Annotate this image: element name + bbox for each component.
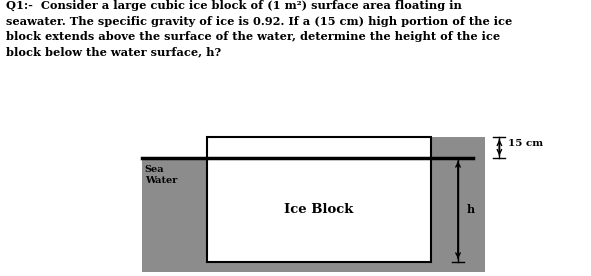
Bar (142, 137, 207, 158)
Text: Q1:-  Consider a large cubic ice block of (1 m²) surface area floating in
seawat: Q1:- Consider a large cubic ice block of… (6, 0, 512, 58)
Bar (207, 137, 431, 262)
Text: Sea
Water: Sea Water (145, 166, 177, 185)
Text: h: h (467, 205, 475, 216)
Bar (142, 137, 473, 272)
Text: 15 cm: 15 cm (508, 139, 543, 148)
Bar (431, 137, 485, 272)
Text: Ice Block: Ice Block (284, 203, 354, 216)
